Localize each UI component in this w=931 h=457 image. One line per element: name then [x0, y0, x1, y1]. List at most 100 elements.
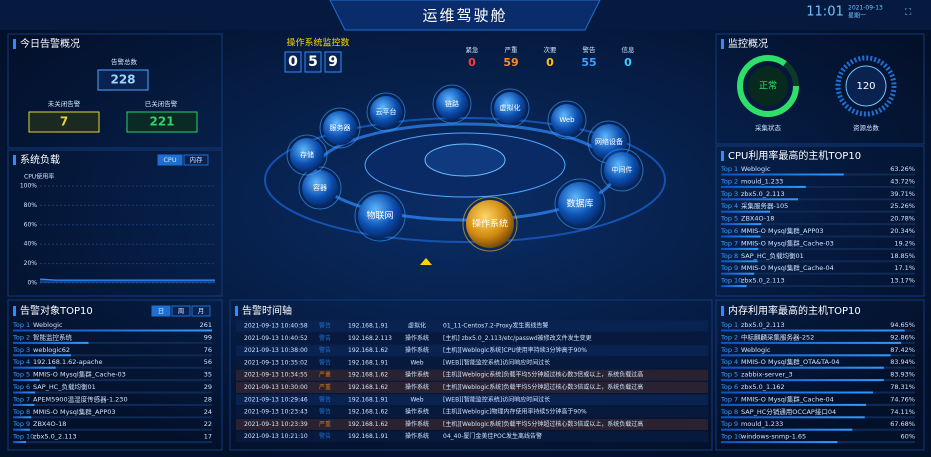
open-box — [28, 111, 100, 133]
node[interactable] — [551, 104, 583, 136]
timeline-row[interactable] — [236, 332, 708, 344]
node-ring[interactable] — [432, 84, 472, 124]
node[interactable] — [370, 96, 402, 128]
clock-weekday: 星期一 — [848, 12, 866, 20]
rank: Top 1 — [720, 165, 738, 173]
tab[interactable] — [191, 305, 211, 317]
status-value: 正常 — [759, 80, 777, 92]
node[interactable] — [436, 88, 468, 120]
node-label[interactable]: 虚拟化 — [500, 103, 521, 112]
bar — [13, 354, 71, 357]
host-name: mould_1.233 — [741, 420, 783, 428]
timeline-row[interactable] — [236, 406, 708, 418]
host-value: 17.1% — [894, 264, 915, 272]
node-ring[interactable] — [286, 134, 328, 176]
tab-label[interactable]: 周 — [178, 307, 185, 315]
bar — [721, 441, 838, 444]
digit-box — [304, 51, 322, 73]
node-ring[interactable] — [462, 196, 518, 252]
tab[interactable] — [157, 154, 183, 166]
tab-label[interactable]: 月 — [198, 307, 205, 315]
host-name: MMIS-O Mysql集群_Cache-03 — [741, 238, 834, 247]
node[interactable] — [558, 182, 602, 226]
alarm-time: 2021-09-13 10:38:00 — [244, 347, 308, 354]
node-ring[interactable] — [366, 92, 406, 132]
node-ring[interactable] — [554, 178, 606, 230]
node-label[interactable]: 存储 — [300, 150, 314, 159]
node-label[interactable]: 中间件 — [612, 165, 633, 174]
level-name: 次要 — [544, 45, 558, 54]
alarm-type: 虚拟化 — [408, 322, 426, 330]
bar-track — [13, 403, 212, 406]
timeline-row[interactable] — [236, 418, 708, 430]
severity: 严重 — [319, 420, 331, 428]
node-label[interactable]: 数据库 — [566, 198, 593, 210]
timeline-row[interactable] — [236, 431, 708, 443]
os-monitor-title: 操作系统监控数 — [286, 37, 349, 49]
rank: Top 8 — [720, 252, 738, 260]
node[interactable] — [494, 92, 526, 124]
tab-label[interactable]: 日 — [158, 307, 165, 315]
alarm-ip: 192.168.1.62 — [348, 372, 388, 379]
node[interactable] — [358, 194, 402, 238]
host-name: ZBX4O-18 — [741, 215, 774, 223]
panel-title: CPU利用率最高的主机TOP10 — [728, 149, 861, 162]
rank: Top 10 — [12, 433, 34, 441]
tab[interactable] — [183, 154, 209, 166]
host-value: 22 — [204, 420, 212, 428]
host-value: 99 — [204, 333, 212, 341]
node-ring[interactable] — [319, 107, 361, 149]
node-label[interactable]: 云平台 — [376, 107, 397, 116]
node-label[interactable]: 链路 — [445, 99, 459, 108]
rank: Top 5 — [12, 371, 30, 379]
level-value: 55 — [581, 56, 596, 69]
timeline-row[interactable] — [236, 382, 708, 393]
timeline-row[interactable] — [236, 320, 708, 332]
alarm-message: [主机][Weblogic系统]负载平均5分钟超过核心数3倍或以上，系统负载过高 — [443, 420, 643, 428]
timeline-row[interactable] — [236, 369, 708, 381]
node-ring[interactable] — [298, 166, 342, 210]
node-label[interactable]: 服务器 — [330, 123, 351, 132]
severity: 警告 — [319, 432, 331, 440]
node[interactable] — [323, 111, 357, 145]
node[interactable] — [466, 200, 514, 248]
alarm-type: 操作系统 — [405, 383, 429, 391]
node[interactable] — [290, 138, 324, 172]
alarm-time: 2021-09-13 10:29:46 — [244, 396, 308, 403]
node[interactable] — [302, 170, 338, 206]
node-ring[interactable] — [490, 88, 530, 128]
host-value: 92.86% — [890, 333, 915, 341]
bar-track — [13, 441, 212, 444]
alarm-time: 2021-09-13 10:30:00 — [244, 384, 308, 391]
node-label[interactable]: 容器 — [313, 183, 327, 192]
node[interactable] — [604, 152, 640, 188]
node-ring[interactable] — [600, 148, 644, 192]
node-label[interactable]: 操作系统 — [472, 218, 508, 230]
node-label[interactable]: 网络设备 — [595, 137, 623, 146]
node-ring[interactable] — [547, 100, 587, 140]
host-name: MMIS-O Mysql集群_APP03 — [741, 226, 824, 235]
rank: Top 9 — [720, 420, 738, 428]
node-label[interactable]: 物联网 — [366, 210, 393, 222]
y-tick-label: 60% — [24, 221, 38, 228]
host-name: Weblogic — [33, 321, 63, 329]
node[interactable] — [591, 124, 627, 160]
bar — [13, 391, 36, 394]
timeline-row[interactable] — [236, 357, 708, 369]
host-value: 261 — [200, 321, 212, 329]
tab-label[interactable]: 内存 — [190, 155, 204, 164]
title-markers — [13, 39, 724, 316]
fullscreen-icon[interactable]: ⛶ — [904, 7, 912, 18]
node-label[interactable]: Web — [559, 116, 575, 124]
bar — [13, 379, 40, 382]
digit-box — [324, 51, 342, 73]
node-ring[interactable] — [354, 190, 406, 242]
status-label: 采集状态 — [755, 123, 782, 132]
bar — [721, 391, 873, 394]
bar-track — [721, 260, 915, 263]
tab[interactable] — [171, 305, 191, 317]
timeline-row[interactable] — [236, 394, 708, 406]
tab[interactable] — [151, 305, 171, 317]
tab-label[interactable]: CPU — [163, 156, 176, 164]
timeline-row[interactable] — [236, 345, 708, 357]
